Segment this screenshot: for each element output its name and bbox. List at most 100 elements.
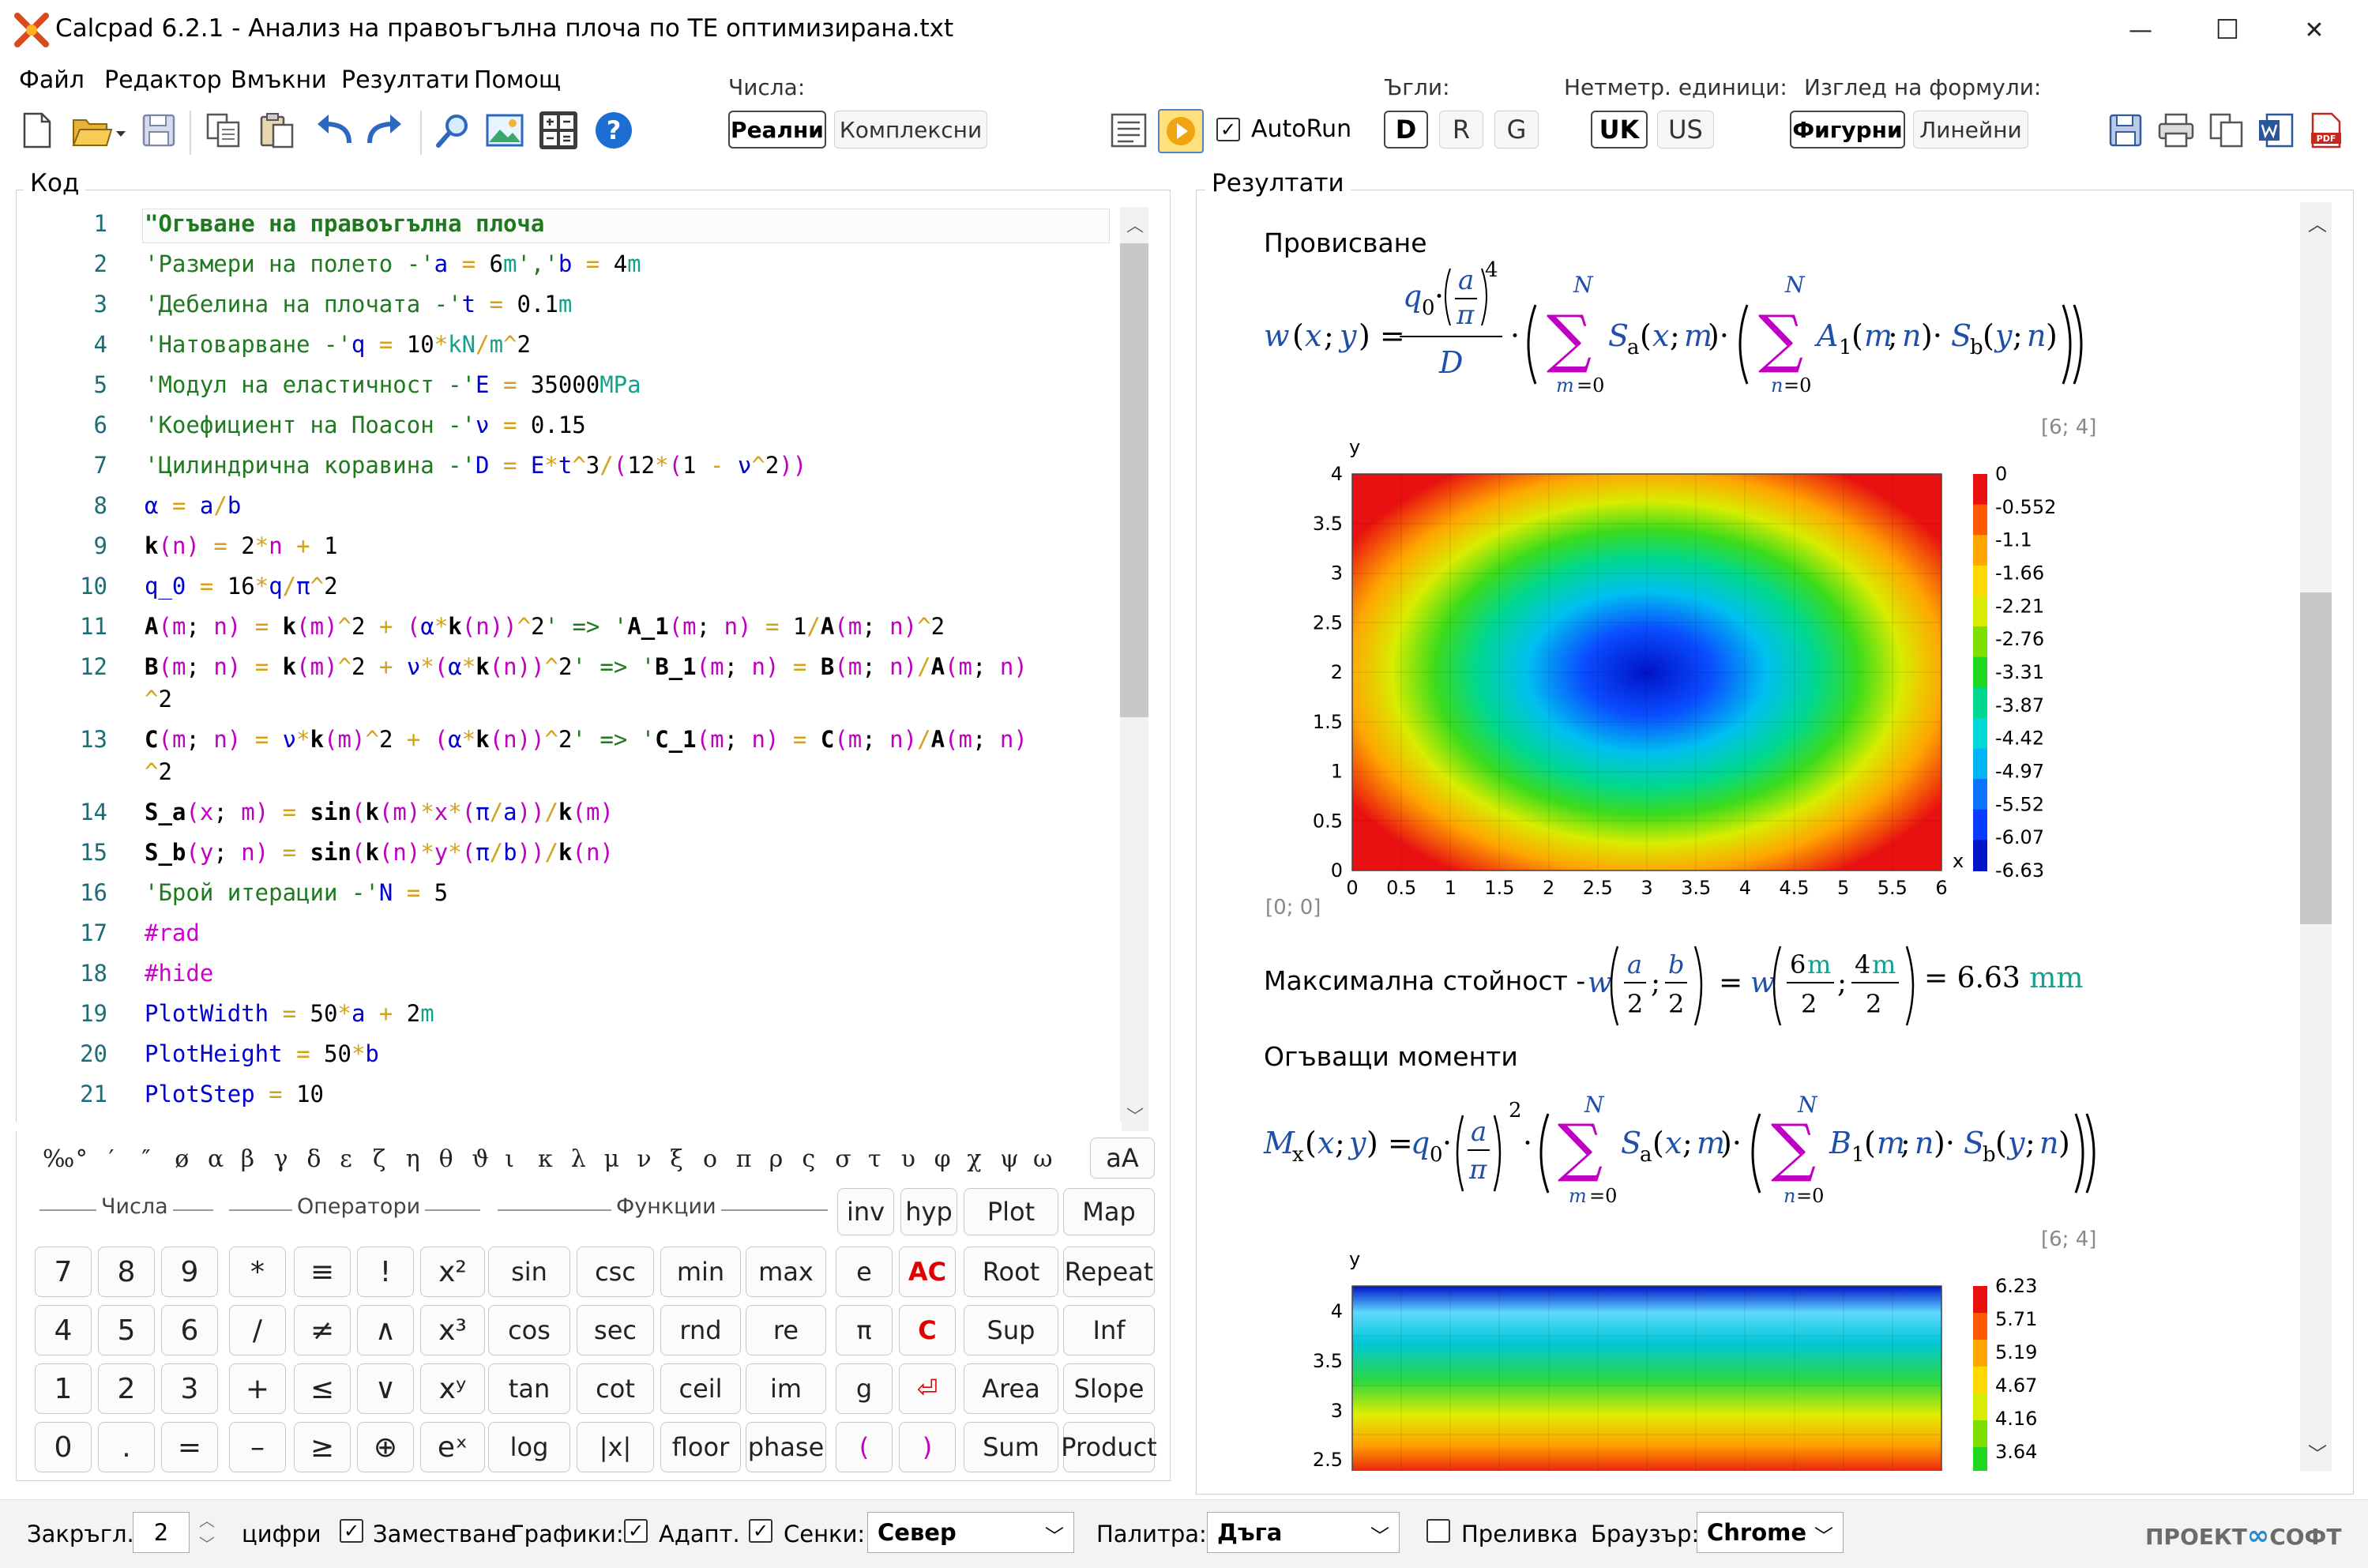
symbol-key[interactable]: υ [900,1145,916,1173]
substitution-checkbox[interactable]: ✓ [340,1519,363,1543]
code-scrollbar-thumb[interactable] [1120,243,1148,717]
key-([interactable]: ( [836,1422,893,1472]
key-5[interactable]: 5 [98,1305,155,1356]
output-icon[interactable] [1109,111,1148,150]
key-cot[interactable]: cot [577,1363,654,1414]
angle-degrees-button[interactable]: D [1384,111,1428,149]
angle-radians-button[interactable]: R [1439,111,1483,149]
insert-image-icon[interactable] [485,111,524,150]
pdf-export-icon[interactable]: PDF [2306,111,2346,150]
symbol-key[interactable]: ϑ [472,1145,489,1173]
redo-icon[interactable] [365,111,404,150]
key-C[interactable]: C [899,1305,956,1356]
symbol-key[interactable]: δ [306,1145,321,1173]
symbol-key[interactable]: ι [505,1145,514,1173]
save-output-icon[interactable] [2106,111,2145,150]
map-key[interactable]: Map [1063,1188,1155,1235]
key-rnd[interactable]: rnd [660,1305,741,1356]
key-re[interactable]: re [746,1305,826,1356]
symbol-key[interactable]: ς [802,1145,816,1173]
key-x³[interactable]: x³ [420,1305,485,1356]
symbol-key[interactable]: θ [438,1145,453,1173]
key-e[interactable]: e [836,1247,893,1297]
symbol-key[interactable]: ζ [373,1145,386,1173]
key-floor[interactable]: floor [660,1422,741,1472]
hyp-key[interactable]: hyp [900,1188,957,1235]
key-AC[interactable]: AC [899,1247,956,1297]
close-button[interactable]: ✕ [2304,16,2325,44]
help-icon[interactable]: ? [594,111,633,150]
key-*[interactable]: * [229,1247,286,1297]
code-line[interactable]: 'Модул на еластичност -'E = 35000MPa [145,371,641,398]
round-digits-input[interactable]: 2 [133,1512,190,1553]
key-ceil[interactable]: ceil [660,1363,741,1414]
menu-help[interactable]: Помощ [474,66,562,94]
shadows-checkbox[interactable]: ✓ [749,1519,772,1543]
key-Area[interactable]: Area [964,1363,1058,1414]
key-≤[interactable]: ≤ [294,1363,351,1414]
menu-results[interactable]: Резултати [341,66,470,94]
key-csc[interactable]: csc [577,1247,654,1297]
key-.[interactable]: . [98,1422,155,1472]
code-line[interactable]: 'Коефициент на Поасон -'ν = 0.15 [145,412,586,438]
shadow-direction-select[interactable]: Север ﹀ [867,1512,1074,1553]
symbol-key[interactable]: μ [603,1145,620,1173]
symbol-key[interactable]: ′ [108,1145,115,1173]
menu-file[interactable]: Файл [19,66,85,94]
scroll-down-arrow-icon[interactable]: ﹀ [1126,1107,1145,1127]
view-figure-button[interactable]: Фигурни [1790,111,1905,149]
key-–[interactable]: – [229,1422,286,1472]
code-line[interactable]: α = a/b [145,492,242,519]
real-numbers-button[interactable]: Реални [728,111,826,149]
symbol-key[interactable]: β [240,1145,255,1173]
key-⊕[interactable]: ⊕ [357,1422,414,1472]
key-Repeat[interactable]: Repeat [1063,1247,1155,1297]
symbol-key[interactable]: ″ [141,1145,151,1173]
symbol-key[interactable]: χ [967,1145,982,1173]
code-line[interactable]: #hide [145,960,214,987]
run-button[interactable] [1158,109,1204,153]
key-⏎[interactable]: ⏎ [899,1363,956,1414]
symbol-key[interactable]: σ [835,1145,851,1173]
minimize-button[interactable]: — [2129,16,2152,44]
code-line[interactable]: 'Размери на полето -'a = 6m','b = 4m [145,250,641,277]
symbol-key[interactable]: η [405,1145,420,1173]
code-line[interactable]: PlotHeight = 50*b [145,1040,379,1067]
key-0[interactable]: 0 [35,1422,92,1472]
key-xʸ[interactable]: xʸ [420,1363,485,1414]
symbol-key[interactable]: π [735,1145,752,1173]
key-9[interactable]: 9 [161,1247,218,1297]
key-≠[interactable]: ≠ [294,1305,351,1356]
key-7[interactable]: 7 [35,1247,92,1297]
angle-gradians-button[interactable]: G [1494,111,1539,149]
key-Product[interactable]: Product [1061,1422,1157,1472]
code-line[interactable]: k(n) = 2*n + 1 [145,532,338,559]
open-folder-icon[interactable] [68,111,131,150]
print-icon[interactable] [2156,111,2196,150]
key-Root[interactable]: Root [964,1247,1058,1297]
key-1[interactable]: 1 [35,1363,92,1414]
results-scroll-down-icon[interactable]: ﹀ [2308,1443,2327,1465]
code-line[interactable]: "Огъване на правоъгълна плоча [145,210,545,237]
units-us-button[interactable]: US [1657,111,1714,149]
key-Slope[interactable]: Slope [1063,1363,1155,1414]
palette-select[interactable]: Дъга ﹀ [1207,1512,1400,1553]
code-line[interactable]: 'Дебелина на плочата -'t = 0.1m [145,291,573,318]
view-linear-button[interactable]: Линейни [1913,111,2028,149]
symbol-key[interactable]: λ [570,1145,586,1173]
key-≡[interactable]: ≡ [294,1247,351,1297]
results-scrollbar[interactable]: ︿ ﹀ [2300,202,2332,1471]
symbol-key[interactable]: ψ [1000,1145,1019,1173]
key-![interactable]: ! [357,1247,414,1297]
code-line[interactable]: 'Цилиндрична коравина -'D = E*t^3/(12*(1… [145,452,807,479]
key-sin[interactable]: sin [488,1247,570,1297]
code-line[interactable]: B(m; n) = k(m)^2 + ν*(α*k(n))^2' => 'B_1… [145,653,1028,680]
new-file-icon[interactable] [17,111,57,150]
key-)[interactable]: ) [899,1422,956,1472]
menu-editor[interactable]: Редактор [104,66,222,94]
symbol-key[interactable]: ν [637,1145,652,1173]
key-≥[interactable]: ≥ [294,1422,351,1472]
code-line[interactable]: PlotWidth = 50*a + 2m [145,1000,434,1027]
key-Sup[interactable]: Sup [964,1305,1058,1356]
units-uk-button[interactable]: UK [1591,111,1648,149]
